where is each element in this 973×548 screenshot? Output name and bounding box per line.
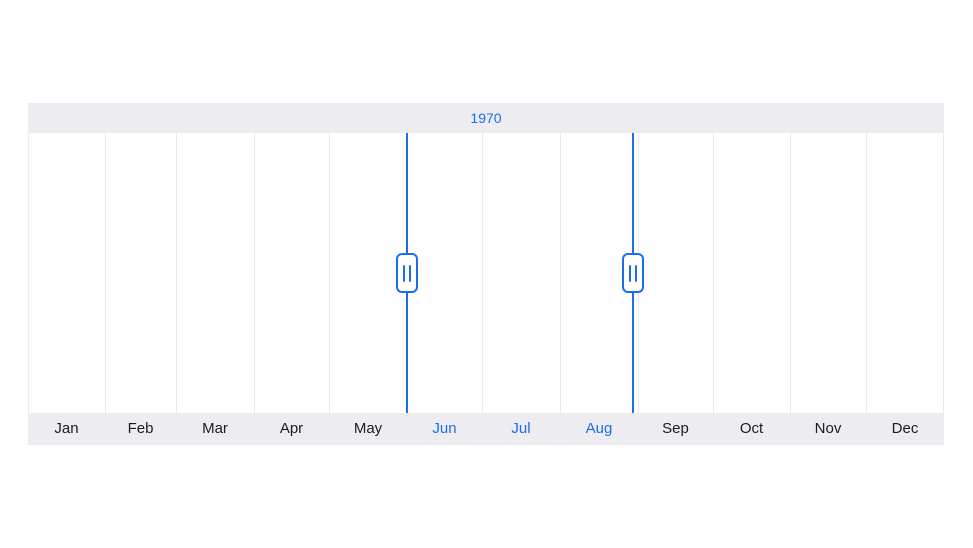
month-label-jan[interactable]: Jan bbox=[54, 420, 79, 437]
month-label-dec[interactable]: Dec bbox=[891, 420, 919, 437]
month-axis: Jan Feb Mar Apr May Jun Jul Aug Sep Oct Nov Dec bbox=[28, 413, 944, 445]
month-gridline bbox=[105, 133, 106, 413]
month-label-may[interactable]: May bbox=[353, 420, 383, 437]
month-gridline bbox=[254, 133, 255, 413]
month-label-feb[interactable]: Feb bbox=[127, 420, 154, 437]
month-label-jun[interactable]: Jun bbox=[432, 420, 457, 437]
month-gridline bbox=[866, 133, 867, 413]
month-label-sep[interactable]: Sep bbox=[662, 420, 689, 437]
grip-handle-icon bbox=[409, 265, 411, 282]
year-header: 1970 bbox=[28, 103, 944, 133]
month-gridline bbox=[560, 133, 561, 413]
month-gridline bbox=[790, 133, 791, 413]
month-label-apr[interactable]: Apr bbox=[279, 420, 304, 437]
year-label: 1970 bbox=[470, 110, 502, 126]
grip-handle-icon bbox=[403, 265, 405, 282]
month-label-aug[interactable]: Aug bbox=[585, 420, 613, 437]
month-gridline bbox=[176, 133, 177, 413]
month-gridline bbox=[482, 133, 483, 413]
range-end-thumb[interactable] bbox=[622, 253, 644, 293]
month-label-nov[interactable]: Nov bbox=[814, 420, 842, 437]
month-label-jul[interactable]: Jul bbox=[511, 420, 531, 437]
grip-handle-icon bbox=[635, 265, 637, 282]
range-start-thumb[interactable] bbox=[396, 253, 418, 293]
month-label-mar[interactable]: Mar bbox=[202, 420, 228, 437]
range-plot-area[interactable] bbox=[28, 133, 944, 413]
date-range-selector[interactable]: 1970 Jan Feb Mar Apr May Jun Jul Aug Sep Oct Nov De… bbox=[28, 103, 944, 445]
month-gridline bbox=[943, 133, 944, 413]
month-label-oct[interactable]: Oct bbox=[739, 420, 764, 437]
month-gridline bbox=[329, 133, 330, 413]
month-gridline bbox=[713, 133, 714, 413]
grip-handle-icon bbox=[629, 265, 631, 282]
